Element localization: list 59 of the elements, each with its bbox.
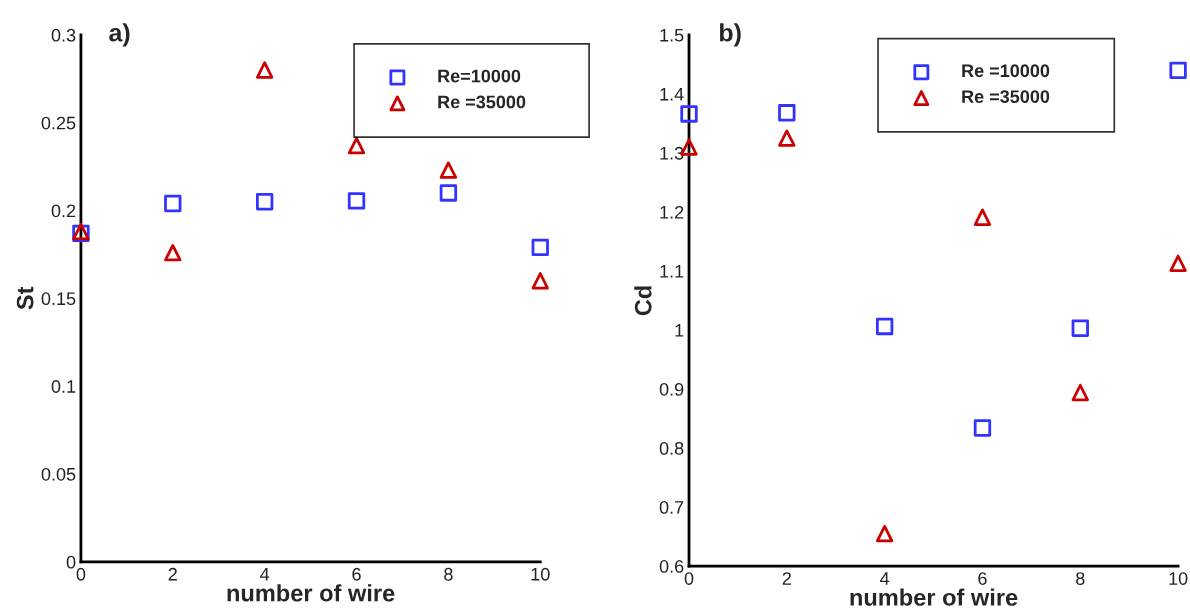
point (1071, 319, 1089, 337)
point (347, 136, 366, 155)
y-axis-title: Cd (634, 286, 652, 316)
y-tick-label: 0.3 (51, 28, 76, 42)
point (439, 161, 458, 179)
x-tick-label: 4 (260, 568, 270, 581)
x-axis-title: number of wire (850, 588, 1018, 606)
y-tick-label: 0.2 (51, 204, 76, 218)
y-tick-label: 1.4 (660, 88, 684, 101)
point (680, 105, 698, 123)
point (875, 524, 894, 543)
y-tick-label: 0.9 (659, 382, 684, 396)
legend-label: Re =35000 (962, 90, 1050, 104)
y-tick-label: 0.15 (41, 292, 76, 306)
point (778, 104, 796, 122)
chart-title: b) (720, 23, 741, 47)
x-tick-label: 10 (1169, 572, 1188, 585)
x-tick-label: 10 (531, 567, 550, 581)
y-axis-title: St (16, 286, 34, 310)
chart-title: a) (109, 23, 130, 47)
x-tick-label: 0 (76, 567, 86, 581)
x-axis-title: number of wire (227, 584, 395, 602)
point (255, 61, 274, 79)
y-tick-label: 0.25 (41, 116, 76, 130)
point (973, 208, 992, 226)
point (531, 272, 549, 290)
y-tick-label: 1.5 (660, 29, 684, 42)
legend-label: Re=10000 (438, 69, 521, 83)
legend-label: Re =10000 (962, 64, 1050, 78)
point (439, 184, 458, 202)
point (347, 192, 366, 210)
point (255, 193, 274, 211)
point (973, 419, 992, 437)
point (1169, 61, 1187, 79)
y-tick-label: 0.8 (659, 441, 684, 455)
point (164, 194, 182, 213)
point (1071, 383, 1089, 402)
point (778, 129, 796, 147)
x-tick-label: 0 (684, 572, 694, 585)
point (164, 244, 182, 262)
x-tick-label: 2 (782, 572, 791, 585)
y-tick-label: 0.05 (41, 467, 76, 481)
point (531, 238, 549, 257)
y-tick-label: 0.6 (659, 560, 684, 573)
point (1169, 254, 1187, 272)
x-tick-label: 6 (978, 572, 987, 585)
x-tick-label: 8 (444, 567, 453, 581)
y-tick-label: 1 (675, 324, 684, 337)
point (875, 317, 894, 336)
x-tick-label: 4 (880, 572, 890, 585)
legend-label: Re =35000 (438, 95, 526, 109)
x-tick-label: 8 (1076, 572, 1085, 585)
y-tick-label: 0 (66, 555, 76, 569)
x-tick-label: 2 (168, 567, 177, 581)
y-tick-label: 1.1 (660, 265, 684, 278)
x-tick-label: 6 (352, 567, 361, 581)
y-tick-label: 1.2 (660, 205, 684, 219)
y-tick-label: 0.1 (51, 380, 76, 393)
y-tick-label: 0.7 (659, 501, 684, 514)
